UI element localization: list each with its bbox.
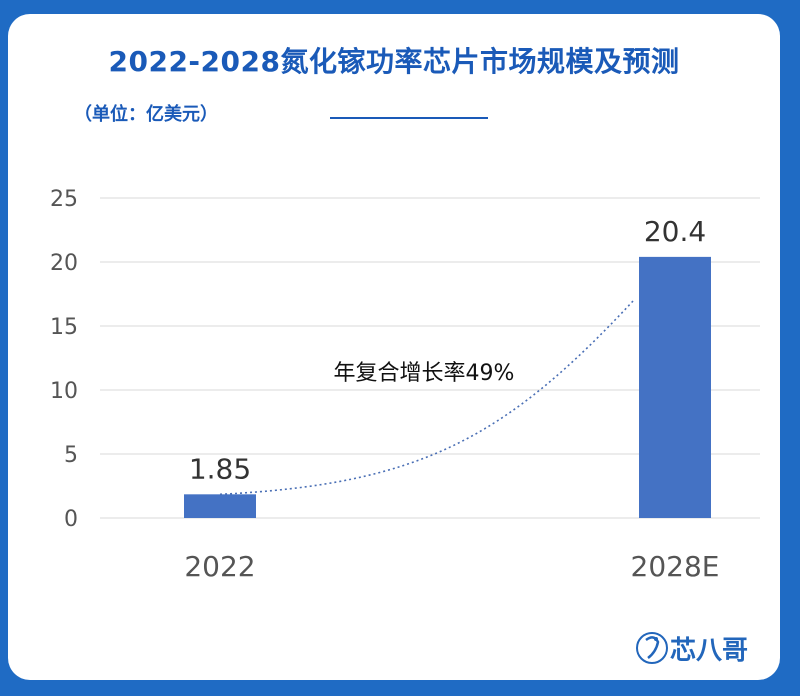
data-label: 20.4 xyxy=(644,215,706,248)
y-tick-labels: 0 5 10 15 20 25 xyxy=(50,187,78,532)
bars xyxy=(184,256,711,518)
bar xyxy=(184,494,256,518)
data-label: 1.85 xyxy=(189,452,251,485)
x-tick-labels: 2022 2028E xyxy=(184,550,719,583)
chart-title: 2022-2028氮化镓功率芯片市场规模及预测 xyxy=(108,45,680,78)
x-tick-label: 2028E xyxy=(631,550,720,583)
bird-logo-icon xyxy=(636,632,668,664)
growth-trend-line xyxy=(219,298,636,496)
data-labels: 1.85 20.4 xyxy=(189,215,706,485)
unit-label: （单位：亿美元） xyxy=(74,104,218,125)
cagr-annotation: 年复合增长率49% xyxy=(334,361,515,386)
title-underline xyxy=(330,117,488,119)
y-tick-label: 25 xyxy=(50,187,78,212)
trend-line xyxy=(219,298,636,496)
brand-name: 芯八哥 xyxy=(670,636,749,666)
x-tick-label: 2022 xyxy=(184,550,255,583)
bar xyxy=(639,256,711,518)
y-tick-label: 20 xyxy=(50,251,78,276)
y-tick-label: 10 xyxy=(50,379,78,404)
y-tick-label: 0 xyxy=(64,507,78,532)
y-tick-label: 5 xyxy=(64,443,78,468)
y-tick-label: 15 xyxy=(50,315,78,340)
brand-logo: 芯八哥 xyxy=(636,624,776,670)
